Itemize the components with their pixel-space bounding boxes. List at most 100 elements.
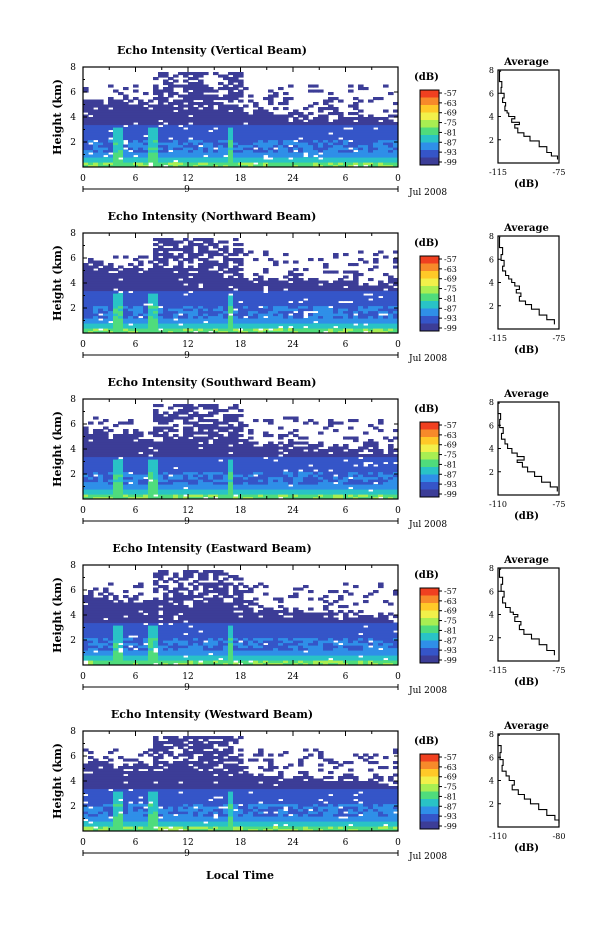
heatmap-cell — [208, 328, 214, 332]
y-axis-label: Height (km) — [51, 79, 64, 155]
heatmap-cell — [283, 164, 289, 167]
heatmap-cell — [158, 489, 164, 493]
heatmap-cell — [323, 469, 329, 473]
heatmap-cell — [128, 434, 134, 438]
heatmap-cell — [173, 92, 179, 96]
heatmap-cell — [113, 164, 119, 167]
heatmap-cell — [88, 109, 94, 113]
heatmap-cell — [108, 149, 114, 153]
heatmap-cell — [278, 479, 284, 483]
heatmap-cell — [368, 157, 374, 161]
heatmap-cell — [193, 89, 199, 93]
heatmap-cell — [343, 283, 349, 287]
heatmap-cell — [93, 461, 99, 465]
heatmap-cell — [298, 149, 304, 153]
heatmap-cell — [193, 72, 199, 76]
heatmap-cell — [98, 481, 104, 485]
date-label: Jul 2008 — [408, 188, 447, 198]
heatmap-cell — [298, 293, 304, 297]
heatmap-cell — [118, 164, 124, 167]
heatmap-cell — [148, 484, 154, 488]
heatmap-cell — [123, 431, 129, 435]
colorbar-swatch — [420, 308, 439, 317]
heatmap-cell — [143, 295, 149, 299]
heatmap-cell — [93, 434, 99, 438]
heatmap-cell — [388, 303, 394, 307]
heatmap-cell — [323, 285, 329, 289]
heatmap-cell — [308, 308, 314, 312]
heatmap-cell — [183, 308, 189, 312]
heatmap-cell — [98, 102, 104, 106]
heatmap-cell — [333, 456, 339, 460]
heatmap-cell — [268, 154, 274, 158]
heatmap-cell — [223, 481, 229, 485]
heatmap-cell — [183, 285, 189, 289]
heatmap-cell — [203, 280, 209, 284]
heatmap-cell — [128, 320, 134, 324]
heatmap-cell — [238, 275, 244, 279]
heatmap-cell — [173, 117, 179, 121]
heatmap-cell — [143, 481, 149, 485]
heatmap-cell — [183, 459, 189, 463]
heatmap-cell — [228, 132, 234, 136]
heatmap-cell — [223, 134, 229, 138]
heatmap-cell — [138, 298, 144, 302]
heatmap-cell — [138, 303, 144, 307]
heatmap-cell — [98, 494, 104, 498]
heatmap-cell — [143, 122, 149, 126]
heatmap-cell — [83, 162, 89, 166]
heatmap-cell — [223, 330, 229, 333]
colorbar-frame — [419, 89, 440, 166]
heatmap-cell — [233, 303, 239, 307]
heatmap-cell — [253, 104, 259, 108]
heatmap-cell — [288, 489, 294, 493]
heatmap-cell — [103, 300, 109, 304]
heatmap-cell — [218, 320, 224, 324]
heatmap-cell — [353, 134, 359, 138]
heatmap-cell — [228, 119, 234, 123]
heatmap-cell — [173, 486, 179, 490]
heatmap-cell — [108, 280, 114, 284]
heatmap-cell — [153, 162, 159, 166]
heatmap-cell — [243, 134, 249, 138]
heatmap-cell — [163, 469, 169, 473]
heatmap-cell — [168, 248, 174, 252]
heatmap-cell — [168, 486, 174, 490]
heatmap-cell — [163, 303, 169, 307]
heatmap-cell — [213, 325, 219, 329]
heatmap-cell — [198, 491, 204, 495]
heatmap-cell — [288, 298, 294, 302]
heatmap-cell — [98, 471, 104, 475]
heatmap-cell — [98, 99, 104, 103]
heatmap-cell — [343, 124, 349, 128]
heatmap-cell — [308, 293, 314, 297]
heatmap-cell — [188, 464, 194, 468]
heatmap-cell — [188, 99, 194, 103]
heatmap-cell — [148, 330, 154, 333]
heatmap-cell — [263, 283, 269, 287]
heatmap-cell — [183, 137, 189, 141]
heatmap-cell — [123, 481, 129, 485]
heatmap-cell — [153, 325, 159, 329]
heatmap-cell — [343, 444, 349, 448]
heatmap-cell — [153, 323, 159, 327]
heatmap-cell — [148, 122, 154, 126]
heatmap-cell — [268, 134, 274, 138]
heatmap-cell — [248, 303, 254, 307]
heatmap-cell — [163, 97, 169, 101]
heatmap-cell — [218, 421, 224, 425]
colorbar-unit: (dB) — [414, 72, 439, 83]
heatmap-cell — [218, 283, 224, 287]
heatmap-cell — [178, 107, 184, 111]
heatmap-cell — [153, 491, 159, 495]
heatmap-cell — [118, 461, 124, 465]
heatmap-cell — [223, 484, 229, 488]
average-title: Average — [503, 57, 549, 68]
heatmap-cell — [198, 419, 204, 423]
heatmap-cell — [218, 303, 224, 307]
heatmap-cell — [323, 295, 329, 299]
heatmap-cell — [193, 325, 199, 329]
heatmap-cell — [228, 330, 234, 333]
heatmap-cell — [358, 459, 364, 463]
heatmap-cell — [278, 481, 284, 485]
